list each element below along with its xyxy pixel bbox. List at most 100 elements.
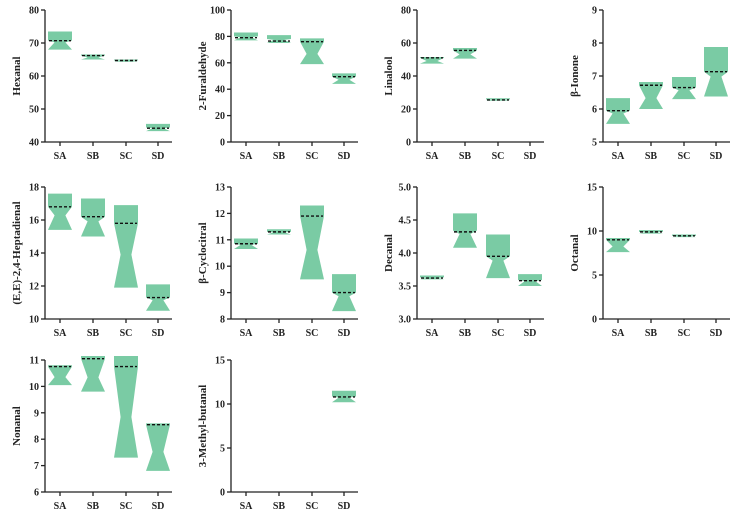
chart-panel: 3.0 3.5 4.0 4.5 5.0 Decanal SA SB SC SD (383, 183, 544, 339)
chart-panel: 0 20 40 60 80 100 2-Furaldehyde SA SB SC SD (197, 6, 358, 162)
y-tick-label: 16 (29, 216, 39, 227)
x-tick-label: SC (678, 328, 691, 339)
y-tick-label: 18 (29, 183, 39, 194)
x-tick-label: SA (240, 501, 254, 512)
y-tick-label: 9 (34, 408, 39, 419)
y-tick-label: 60 (215, 58, 225, 69)
x-tick-label: SC (678, 151, 691, 162)
x-tick-label: SB (273, 151, 286, 162)
x-tick-label: SC (492, 151, 505, 162)
chart-panel: 5 6 7 8 9 β-Ionone SA SB SC SD (569, 6, 730, 162)
chart-panel: 0 20 40 60 80 Linalool SA SB SC SD (383, 6, 544, 162)
y-tick-label: 40 (215, 85, 225, 96)
x-tick-label: SC (306, 151, 319, 162)
violin-sb (453, 47, 477, 59)
x-tick-label: SA (54, 151, 68, 162)
y-tick-label: 100 (210, 6, 225, 17)
y-axis-label: Octanal (569, 234, 581, 271)
y-tick-label: 4.0 (399, 249, 412, 260)
y-tick-label: 60 (29, 72, 39, 83)
x-tick-label: SB (459, 151, 472, 162)
x-tick-label: SC (306, 328, 319, 339)
violin-sb (81, 356, 105, 392)
x-tick-label: SB (273, 328, 286, 339)
y-tick-label: 9 (592, 6, 597, 17)
y-tick-label: 15 (215, 356, 225, 367)
x-tick-label: SD (338, 501, 351, 512)
x-tick-label: SA (54, 501, 68, 512)
x-tick-label: SD (710, 328, 723, 339)
x-tick-label: SC (492, 328, 505, 339)
chart-panel: 0 5 10 15 Octanal SA SB SC SD (569, 183, 730, 339)
x-tick-label: SA (612, 328, 626, 339)
violin-sb (639, 81, 663, 109)
x-tick-label: SB (87, 501, 100, 512)
x-tick-label: SC (120, 328, 133, 339)
y-tick-label: 8 (592, 39, 597, 50)
violin-sc (114, 205, 138, 288)
y-tick-label: 20 (401, 105, 411, 116)
x-tick-label: SD (710, 151, 723, 162)
y-tick-label: 0 (406, 138, 411, 149)
x-tick-label: SD (524, 328, 537, 339)
y-tick-label: 14 (29, 249, 39, 260)
y-tick-label: 12 (29, 282, 39, 293)
y-axis-label: β-Ionone (569, 55, 581, 97)
y-tick-label: 20 (215, 111, 225, 122)
x-tick-label: SC (120, 151, 133, 162)
y-tick-label: 5 (592, 138, 597, 149)
x-tick-label: SD (152, 328, 165, 339)
y-tick-label: 9 (220, 288, 225, 299)
violin-sa (606, 238, 630, 253)
x-tick-label: SA (54, 328, 68, 339)
y-tick-label: 70 (29, 39, 39, 50)
y-tick-label: 7 (592, 72, 597, 83)
y-axis-label: Nonanal (11, 406, 23, 446)
y-tick-label: 10 (29, 382, 39, 393)
violin-sa (420, 57, 444, 64)
violin-sb (267, 35, 291, 43)
y-tick-label: 10 (215, 262, 225, 273)
y-tick-label: 10 (215, 400, 225, 411)
violin-sd (332, 73, 356, 84)
y-tick-label: 10 (587, 227, 597, 238)
y-tick-label: 60 (401, 39, 411, 50)
x-tick-label: SB (645, 151, 658, 162)
y-tick-label: 12 (215, 209, 225, 220)
chart-panel: 8 9 10 11 12 13 β-Cyclocitral SA SB SC SD (197, 183, 358, 339)
x-tick-label: SB (459, 328, 472, 339)
x-tick-label: SB (87, 151, 100, 162)
x-tick-label: SD (152, 501, 165, 512)
y-tick-label: 15 (587, 183, 597, 194)
x-tick-label: SA (240, 151, 254, 162)
y-tick-label: 3.0 (399, 315, 412, 326)
y-tick-label: 80 (29, 6, 39, 17)
chart-panel: 0 5 10 15 3-Methyl-butanal SA SB SC SD (197, 356, 358, 512)
x-tick-label: SD (338, 151, 351, 162)
y-axis-label: β-Cyclocitral (197, 222, 209, 283)
x-tick-label: SD (524, 151, 537, 162)
y-tick-label: 6 (34, 488, 39, 499)
y-tick-label: 3.5 (399, 282, 412, 293)
x-tick-label: SA (612, 151, 626, 162)
x-tick-label: SC (120, 501, 133, 512)
y-tick-label: 13 (215, 183, 225, 194)
x-tick-label: SC (306, 501, 319, 512)
violin-sd (146, 423, 170, 471)
chart-panel: 40 50 60 70 80 Hexanal SA SB SC SD (11, 6, 172, 162)
y-tick-label: 5 (592, 271, 597, 282)
x-tick-label: SB (645, 328, 658, 339)
violin-sc (114, 356, 138, 458)
x-tick-label: SB (87, 328, 100, 339)
y-axis-label: 2-Furaldehyde (197, 41, 209, 110)
y-tick-label: 40 (401, 72, 411, 83)
y-tick-label: 10 (29, 315, 39, 326)
y-tick-label: 0 (220, 138, 225, 149)
x-tick-label: SA (426, 328, 440, 339)
violin-sc (300, 205, 324, 280)
violin-sa (48, 365, 72, 386)
y-axis-label: (E,E)-2,4-Heptadienal (11, 201, 23, 304)
y-tick-label: 8 (34, 435, 39, 446)
y-tick-label: 0 (592, 315, 597, 326)
